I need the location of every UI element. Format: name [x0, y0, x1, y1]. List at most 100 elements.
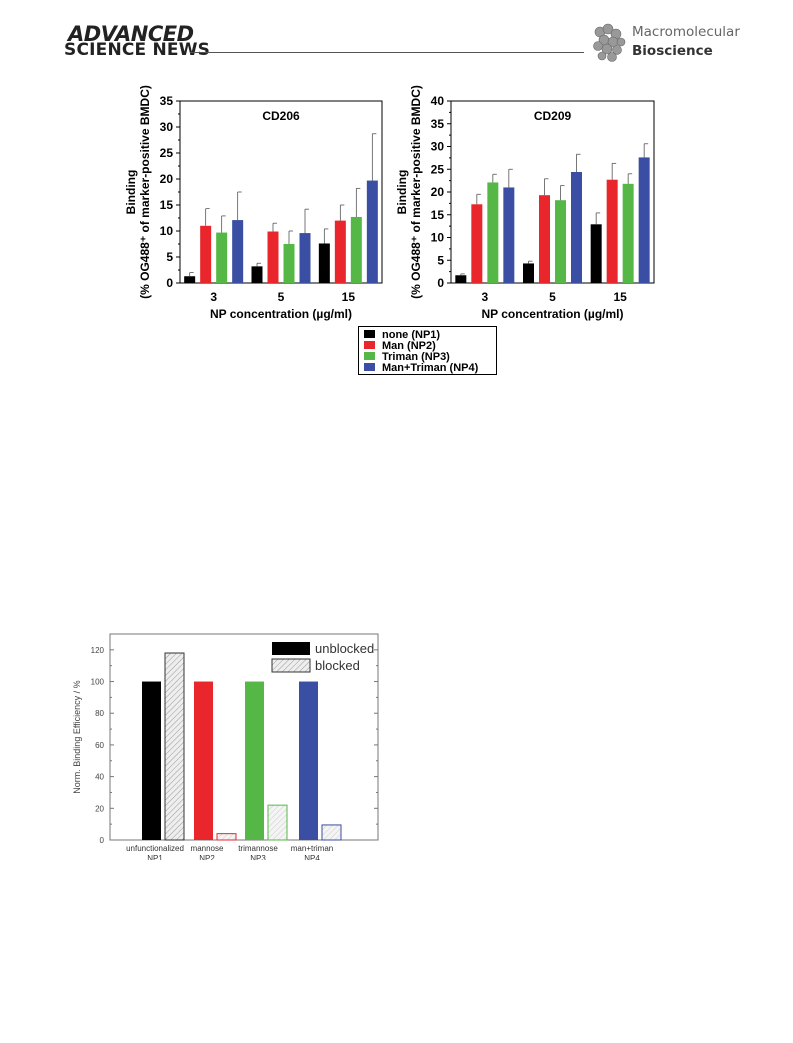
x-tick-label: 5: [278, 290, 285, 304]
bar: [523, 263, 534, 283]
y-axis-label: Norm. Binding Efficiency / %: [72, 680, 82, 793]
chart-title: CD206: [262, 109, 300, 123]
bar: [606, 179, 618, 283]
y-tick-label: 30: [431, 140, 445, 154]
journal-name-line2: Bioscience: [632, 43, 713, 59]
y-tick-label: 0: [100, 836, 105, 845]
x-tick-label-line2: NP3: [250, 854, 266, 860]
y-tick-label: 10: [160, 224, 174, 238]
bar-blocked: [216, 833, 237, 841]
legend-swatch-blocked: [271, 658, 311, 673]
bar: [622, 183, 634, 283]
y-tick-label: 25: [160, 146, 174, 160]
x-tick-label-line2: NP2: [199, 854, 215, 860]
bar: [299, 233, 311, 283]
legend-swatch: [364, 330, 375, 338]
y-tick-label: 0: [166, 276, 173, 290]
bar: [539, 195, 550, 283]
y-tick-label: 80: [95, 709, 104, 718]
y-tick-label: 5: [166, 250, 173, 264]
bar: [251, 266, 263, 283]
y-tick-label: 20: [431, 185, 445, 199]
bar: [200, 225, 212, 283]
y-tick-label: 15: [431, 208, 445, 222]
bar-blocked: [321, 824, 342, 841]
bar: [283, 244, 295, 283]
bar-blocked: [164, 652, 185, 841]
y-tick-label: 15: [160, 198, 174, 212]
x-tick-label-line1: trimannose: [238, 844, 278, 853]
y-tick-label: 120: [91, 646, 105, 655]
bar: [267, 231, 279, 283]
bar-blocked: [267, 804, 288, 841]
x-tick-label: 3: [210, 290, 217, 304]
protein-structure-icon: [593, 23, 626, 62]
legend-label: Man (NP2): [382, 340, 436, 352]
bar: [216, 232, 228, 283]
x-tick-label-line2: NP1: [147, 854, 163, 860]
top-legend: none (NP1)Man (NP2)Triman (NP3)Man+Trima…: [358, 326, 497, 375]
bar: [318, 243, 330, 283]
bar: [555, 200, 566, 283]
bar: [334, 220, 346, 283]
y-tick-label: 5: [437, 253, 444, 267]
y-tick-label: 30: [160, 120, 174, 134]
x-tick-label: 15: [613, 290, 627, 304]
bar: [590, 224, 602, 283]
y-tick-label: 25: [431, 162, 445, 176]
journal-name-line1: Macromolecular: [632, 24, 740, 40]
x-tick-label-line1: man+triman: [291, 844, 333, 853]
x-axis-label: NP concentration (µg/ml): [481, 307, 623, 321]
x-tick-label: 15: [342, 290, 356, 304]
legend-swatch: [364, 363, 375, 371]
header-rule: [190, 52, 584, 53]
page-header: ADVANCED SCIENCE NEWS Macromolecular Bio…: [0, 0, 793, 80]
bar: [455, 275, 467, 283]
y-axis-label-line2: (% OG488⁺ of marker-positive BMDC): [409, 85, 423, 299]
y-tick-label: 100: [91, 678, 105, 687]
legend-swatch: [364, 352, 375, 360]
legend-label: none (NP1): [382, 329, 440, 341]
legend-swatch-unblocked: [272, 642, 310, 655]
legend-frame: [358, 326, 497, 375]
y-tick-label: 20: [160, 172, 174, 186]
y-tick-label: 0: [437, 276, 444, 290]
brand-logo-line2: SCIENCE NEWS: [64, 40, 211, 60]
bar: [232, 220, 244, 283]
x-tick-label-line1: unfunctionalized: [126, 844, 184, 853]
x-tick-label: 3: [481, 290, 488, 304]
x-tick-label: 5: [549, 290, 556, 304]
y-tick-label: 40: [95, 773, 104, 782]
x-axis-label: NP concentration (µg/ml): [210, 307, 352, 321]
legend-label: Triman (NP3): [382, 351, 450, 363]
y-tick-label: 10: [431, 231, 445, 245]
x-tick-label-line2: NP4: [304, 854, 320, 860]
y-tick-label: 40: [431, 94, 445, 108]
bar: [571, 171, 582, 283]
bar-unblocked: [142, 681, 161, 840]
x-tick-label-line1: mannose: [191, 844, 224, 853]
y-tick-label: 20: [95, 804, 104, 813]
bar: [503, 187, 515, 283]
legend-swatch: [364, 341, 375, 349]
legend-label: Man+Triman (NP4): [382, 362, 479, 374]
bar: [487, 182, 499, 283]
bar: [366, 180, 378, 283]
bar: [184, 276, 196, 283]
bar-unblocked: [194, 681, 213, 840]
y-tick-label: 60: [95, 741, 104, 750]
y-axis-label-line1: Binding: [124, 170, 138, 215]
plot-frame: [109, 633, 379, 841]
y-axis-label-line2: (% OG488⁺ of marker-positive BMDC): [138, 85, 152, 299]
bar-unblocked: [245, 681, 264, 840]
chart-title: CD209: [534, 109, 572, 123]
y-tick-label: 35: [160, 94, 174, 108]
bar: [638, 157, 650, 283]
bar-unblocked: [299, 681, 318, 840]
y-tick-label: 35: [431, 117, 445, 131]
legend-label-unblocked: unblocked: [315, 641, 374, 656]
bar: [471, 204, 483, 283]
